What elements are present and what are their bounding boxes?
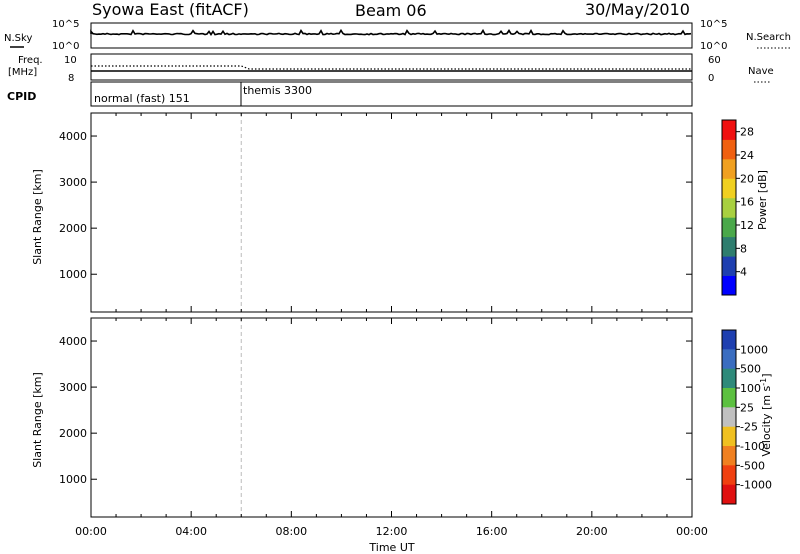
nave-label: Nave — [748, 66, 774, 77]
colorbar-tick-label: 12 — [740, 219, 754, 232]
colorbar-frame — [721, 119, 737, 296]
noise-right-label: N.Search — [746, 32, 791, 43]
colorbar-segment — [722, 217, 736, 238]
power-x-ticks — [90, 113, 693, 312]
colorbar-tick-label: 24 — [740, 149, 754, 162]
colorbar-tick-label: 16 — [740, 196, 754, 209]
noise-right-tick-bottom: 10^0 — [700, 41, 727, 52]
colorbar-tick-label: 28 — [740, 126, 754, 139]
frequency-panel: Freq. [MHz] 10 8 60 0 Nave — [8, 53, 774, 84]
noise-left-label: N.Sky — [4, 33, 32, 44]
colorbar-segment — [722, 120, 736, 140]
colorbar-segment — [722, 139, 736, 160]
power-y-axis-label: Slant Range [km] — [31, 169, 44, 265]
freq-left-tick-bottom: 8 — [68, 73, 74, 84]
power-colorbar-label: Power [dB] — [756, 170, 769, 230]
date-title: 30/May/2010 — [585, 0, 690, 19]
freq-left-tick-top: 10 — [64, 55, 77, 66]
y-tick-label: 4000 — [59, 130, 87, 143]
colorbar-segment — [722, 158, 736, 179]
power-colorbar: 4 8 12 16 20 24 28 — [721, 119, 754, 296]
colorbar-tick-label: 4 — [740, 266, 747, 279]
y-tick-label: 2000 — [59, 222, 87, 235]
freq-right-tick-bottom: 0 — [708, 73, 714, 84]
noise-left-tick-top: 10^5 — [52, 19, 79, 30]
colorbar-segment — [722, 236, 736, 257]
cpid-label: CPID — [7, 90, 36, 103]
nave-trace — [91, 65, 692, 70]
cpid-panel: CPID normal (fast) 151 themis 3300 — [7, 81, 693, 107]
colorbar-segment — [722, 256, 736, 276]
cpid-mode-normal: normal (fast) 151 — [94, 92, 190, 105]
noise-sky-trace — [90, 28, 692, 36]
y-tick-label: 3000 — [59, 176, 87, 189]
noise-left-tick-bottom: 10^0 — [52, 41, 79, 52]
colorbar-tick-label: 8 — [740, 242, 747, 255]
beam-title: Beam 06 — [355, 1, 427, 20]
cpid-mode-themis: themis 3300 — [243, 84, 312, 97]
colorbar-segment — [722, 197, 736, 218]
noise-panel: N.Sky 10^5 10^0 10^5 10^0 N.Search — [4, 19, 792, 52]
freq-right-tick-top: 60 — [708, 55, 721, 66]
colorbar-tick-label: 20 — [740, 172, 754, 185]
power-heatmap-panel: 1000 2000 3000 4000 Slant Range [km] 4 8 12 16… — [31, 112, 769, 313]
colorbar-segment — [722, 275, 736, 296]
colorbar-segment — [722, 178, 736, 199]
noise-right-tick-top: 10^5 — [700, 19, 727, 30]
station-title: Syowa East (fitACF) — [92, 0, 249, 19]
power-y-ticks: 1000 2000 3000 4000 — [59, 130, 692, 281]
freq-label-line1: Freq. — [18, 55, 43, 66]
freq-label-line2: [MHz] — [8, 67, 37, 78]
y-tick-label: 1000 — [59, 268, 87, 281]
